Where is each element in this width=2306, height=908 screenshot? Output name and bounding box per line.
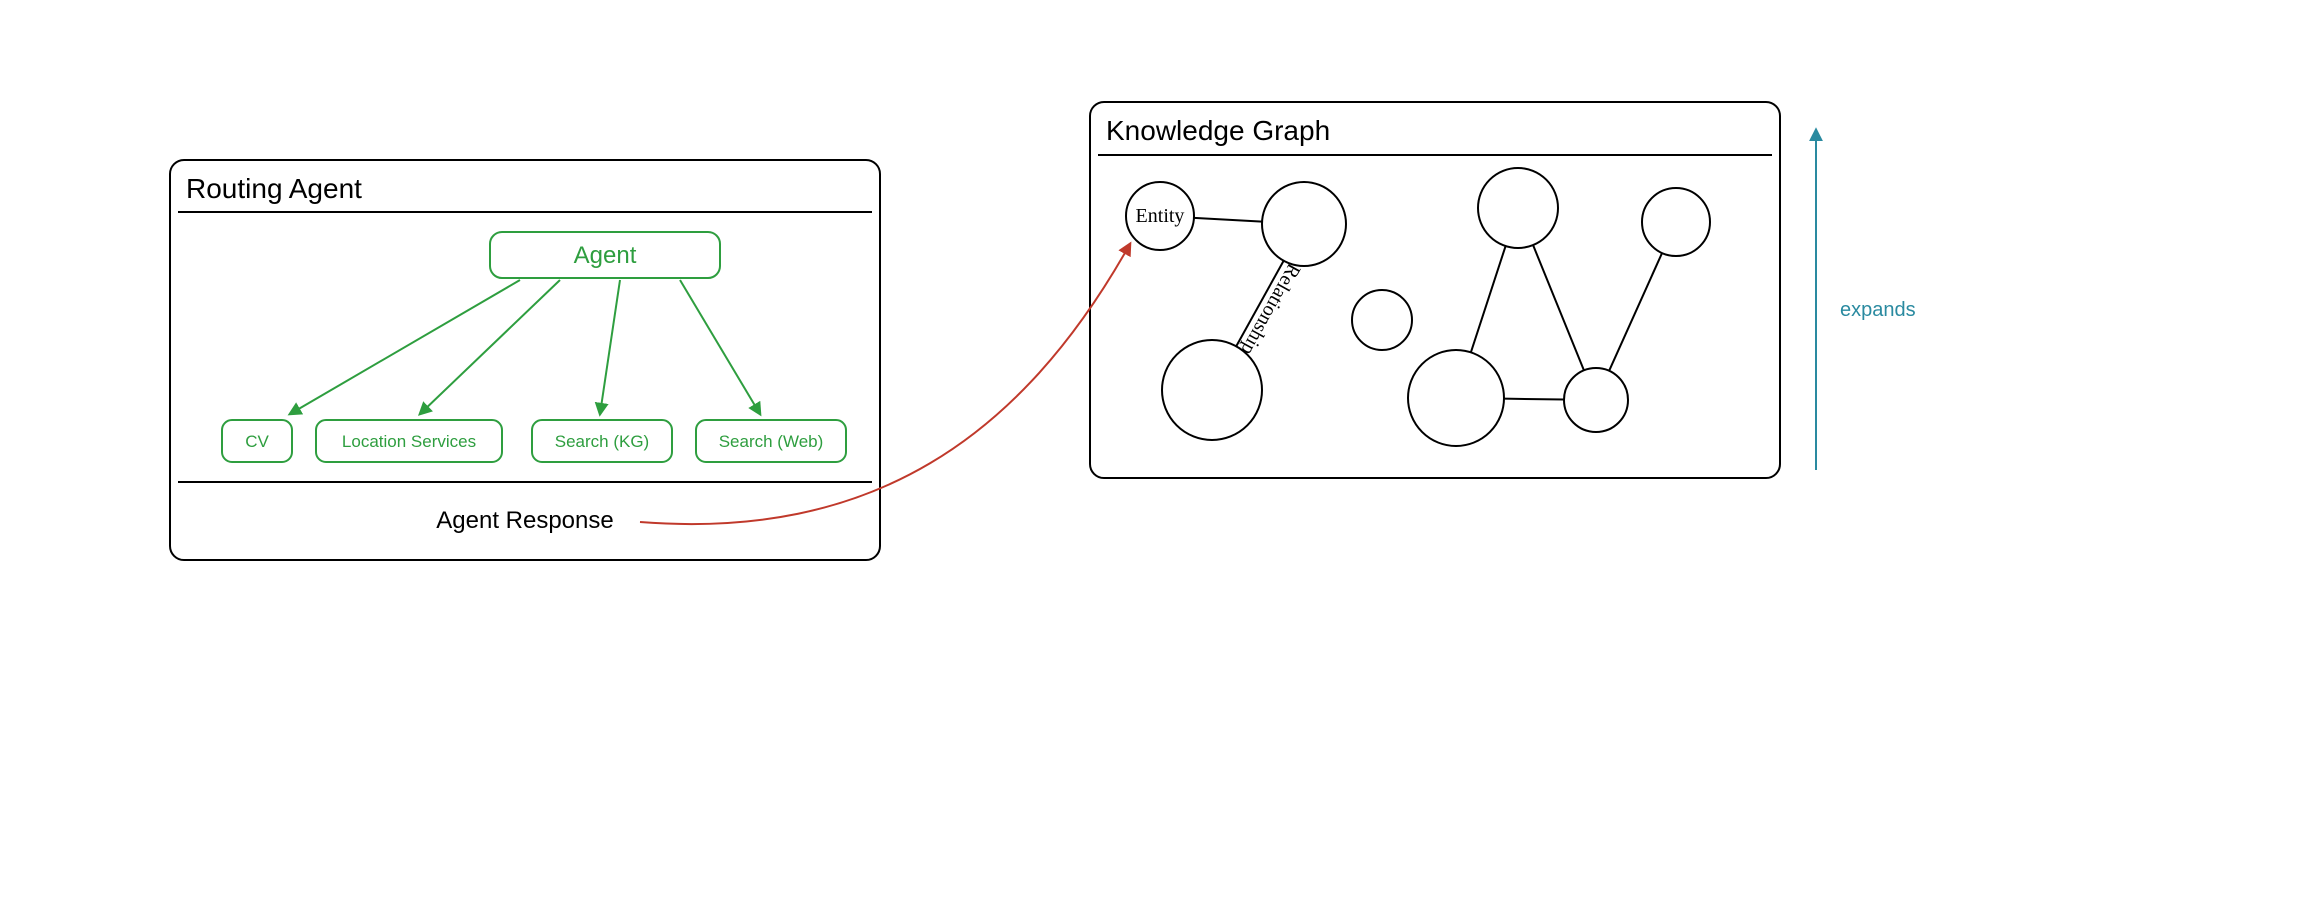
- kg-panel-title: Knowledge Graph: [1106, 115, 1330, 146]
- kg-node: [1408, 350, 1504, 446]
- tool-node-label: Location Services: [342, 432, 476, 451]
- tool-node-label: Search (KG): [555, 432, 649, 451]
- kg-node: [1262, 182, 1346, 266]
- knowledge-graph-panel: Knowledge GraphRelationshipEntity: [1090, 102, 1780, 478]
- routing-panel-title: Routing Agent: [186, 173, 362, 204]
- kg-node: [1478, 168, 1558, 248]
- kg-node: [1564, 368, 1628, 432]
- kg-edge: [1504, 399, 1564, 400]
- routing-panel-frame: [170, 160, 880, 560]
- expands-label: expands: [1840, 299, 1916, 321]
- kg-node-label: Entity: [1136, 205, 1185, 227]
- tool-node-label: CV: [245, 432, 269, 451]
- kg-node: [1352, 290, 1412, 350]
- agent-response-label: Agent Response: [436, 507, 613, 534]
- agent-node-label: Agent: [574, 242, 637, 269]
- kg-node: [1162, 340, 1262, 440]
- kg-node: [1642, 188, 1710, 256]
- tool-node-label: Search (Web): [719, 432, 824, 451]
- routing-agent-panel: Routing Agent Agent CV Location Services Sea…: [170, 160, 880, 560]
